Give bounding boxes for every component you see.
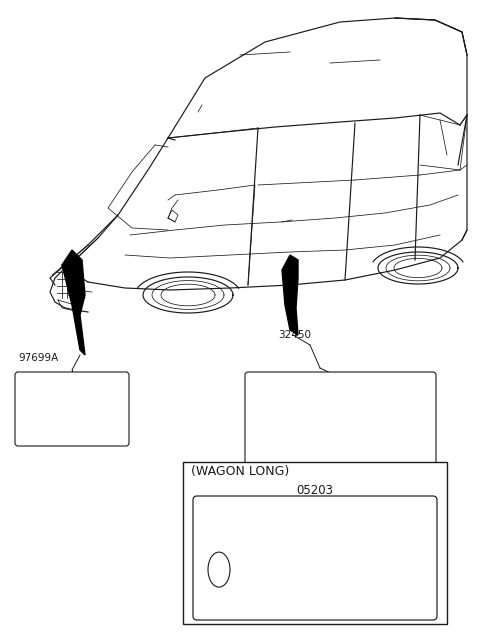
Text: 32450: 32450 — [278, 330, 311, 340]
Text: (WAGON LONG): (WAGON LONG) — [191, 465, 289, 478]
Ellipse shape — [208, 552, 230, 587]
Text: 05203: 05203 — [297, 484, 334, 497]
Text: 97699A: 97699A — [18, 353, 58, 363]
Polygon shape — [282, 255, 298, 335]
FancyBboxPatch shape — [15, 372, 129, 446]
Bar — [183, 462, 447, 624]
FancyBboxPatch shape — [245, 372, 436, 486]
FancyBboxPatch shape — [193, 496, 437, 620]
Polygon shape — [62, 250, 85, 355]
